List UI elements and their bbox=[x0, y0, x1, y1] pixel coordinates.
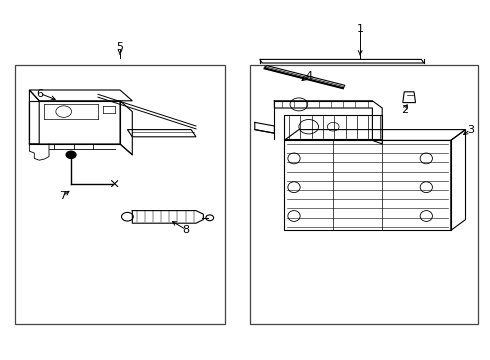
Text: 2: 2 bbox=[401, 105, 408, 115]
Circle shape bbox=[66, 151, 76, 158]
Text: 1: 1 bbox=[357, 24, 364, 34]
Text: 3: 3 bbox=[467, 125, 474, 135]
Bar bbox=[15, 65, 225, 324]
Text: 4: 4 bbox=[305, 71, 312, 81]
Text: 8: 8 bbox=[183, 225, 190, 235]
Bar bbox=[250, 65, 478, 324]
Text: 6: 6 bbox=[37, 89, 44, 99]
Text: 5: 5 bbox=[117, 42, 123, 52]
Text: 7: 7 bbox=[59, 191, 66, 201]
